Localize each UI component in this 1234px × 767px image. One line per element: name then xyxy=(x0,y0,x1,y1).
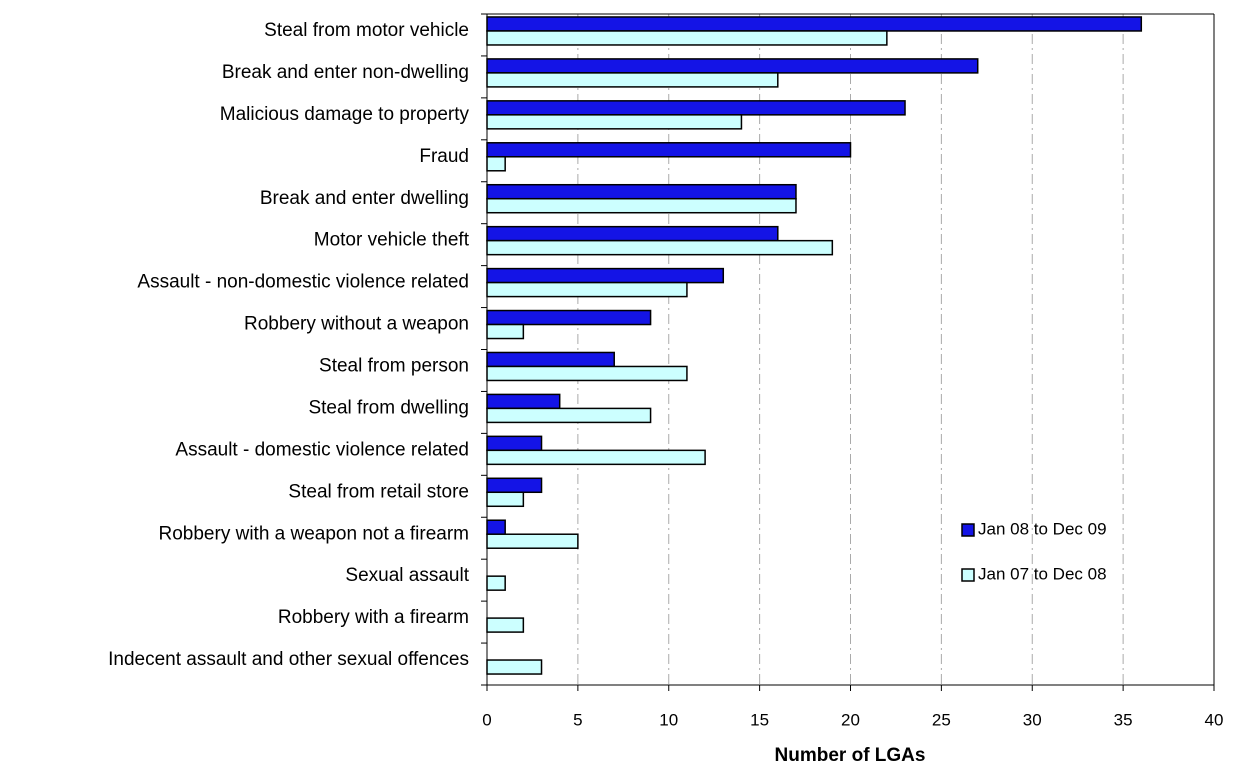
y-tick-label: Malicious damage to property xyxy=(220,104,470,125)
y-tick-label: Fraud xyxy=(419,146,469,167)
legend-label: Jan 08 to Dec 09 xyxy=(978,519,1107,538)
x-tick-label: 15 xyxy=(750,710,769,729)
x-tick-label: 40 xyxy=(1205,710,1224,729)
bar xyxy=(486,575,506,591)
bar xyxy=(486,407,652,424)
bar xyxy=(486,659,543,675)
y-tick-label: Steal from person xyxy=(319,356,469,377)
x-tick-label: 30 xyxy=(1023,710,1042,729)
bar xyxy=(486,225,779,242)
y-tick-label: Steal from motor vehicle xyxy=(264,20,469,41)
y-tick-label: Assault - non-domestic violence related xyxy=(137,272,469,293)
bar xyxy=(486,183,797,200)
bar xyxy=(486,617,525,633)
y-tick-label: Break and enter non-dwelling xyxy=(222,62,469,83)
bar xyxy=(486,142,852,158)
bar xyxy=(486,491,525,508)
bar xyxy=(486,72,779,88)
bar xyxy=(486,477,543,494)
y-tick-label: Sexual assault xyxy=(345,565,469,586)
bar xyxy=(486,267,725,284)
bar xyxy=(486,323,525,340)
bar xyxy=(486,351,615,368)
y-tick-label: Indecent assault and other sexual offenc… xyxy=(108,649,469,670)
bar xyxy=(486,58,979,74)
bar xyxy=(486,519,506,535)
y-tick-label: Robbery without a weapon xyxy=(244,314,469,335)
bar xyxy=(486,114,743,130)
bar xyxy=(486,309,652,326)
legend-swatch xyxy=(961,568,975,582)
bar xyxy=(486,393,561,410)
x-axis-label: Number of LGAs xyxy=(775,745,926,766)
bar xyxy=(486,30,888,46)
x-tick-label: 20 xyxy=(841,710,860,729)
y-tick-label: Steal from dwelling xyxy=(308,397,469,418)
legend-label: Jan 07 to Dec 08 xyxy=(978,564,1107,583)
legend-swatch xyxy=(961,523,975,537)
bar xyxy=(486,156,506,172)
y-tick-label: Robbery with a firearm xyxy=(278,607,469,628)
bar xyxy=(486,16,1143,32)
bar xyxy=(486,533,579,549)
x-tick-label: 5 xyxy=(573,710,582,729)
bar xyxy=(486,281,688,298)
y-tick-label: Assault - domestic violence related xyxy=(175,439,469,460)
x-tick-label: 25 xyxy=(932,710,951,729)
x-tick-label: 35 xyxy=(1114,710,1133,729)
y-tick-label: Motor vehicle theft xyxy=(314,230,470,251)
bar xyxy=(486,197,797,214)
x-tick-label: 10 xyxy=(659,710,678,729)
bar xyxy=(486,100,906,116)
y-tick-label: Robbery with a weapon not a firearm xyxy=(159,523,470,544)
bar xyxy=(486,435,543,452)
y-tick-label: Break and enter dwelling xyxy=(260,188,469,209)
bar xyxy=(486,365,688,382)
bar xyxy=(486,449,706,466)
x-tick-label: 0 xyxy=(482,710,491,729)
y-tick-label: Steal from retail store xyxy=(288,481,469,502)
bar xyxy=(486,239,834,256)
